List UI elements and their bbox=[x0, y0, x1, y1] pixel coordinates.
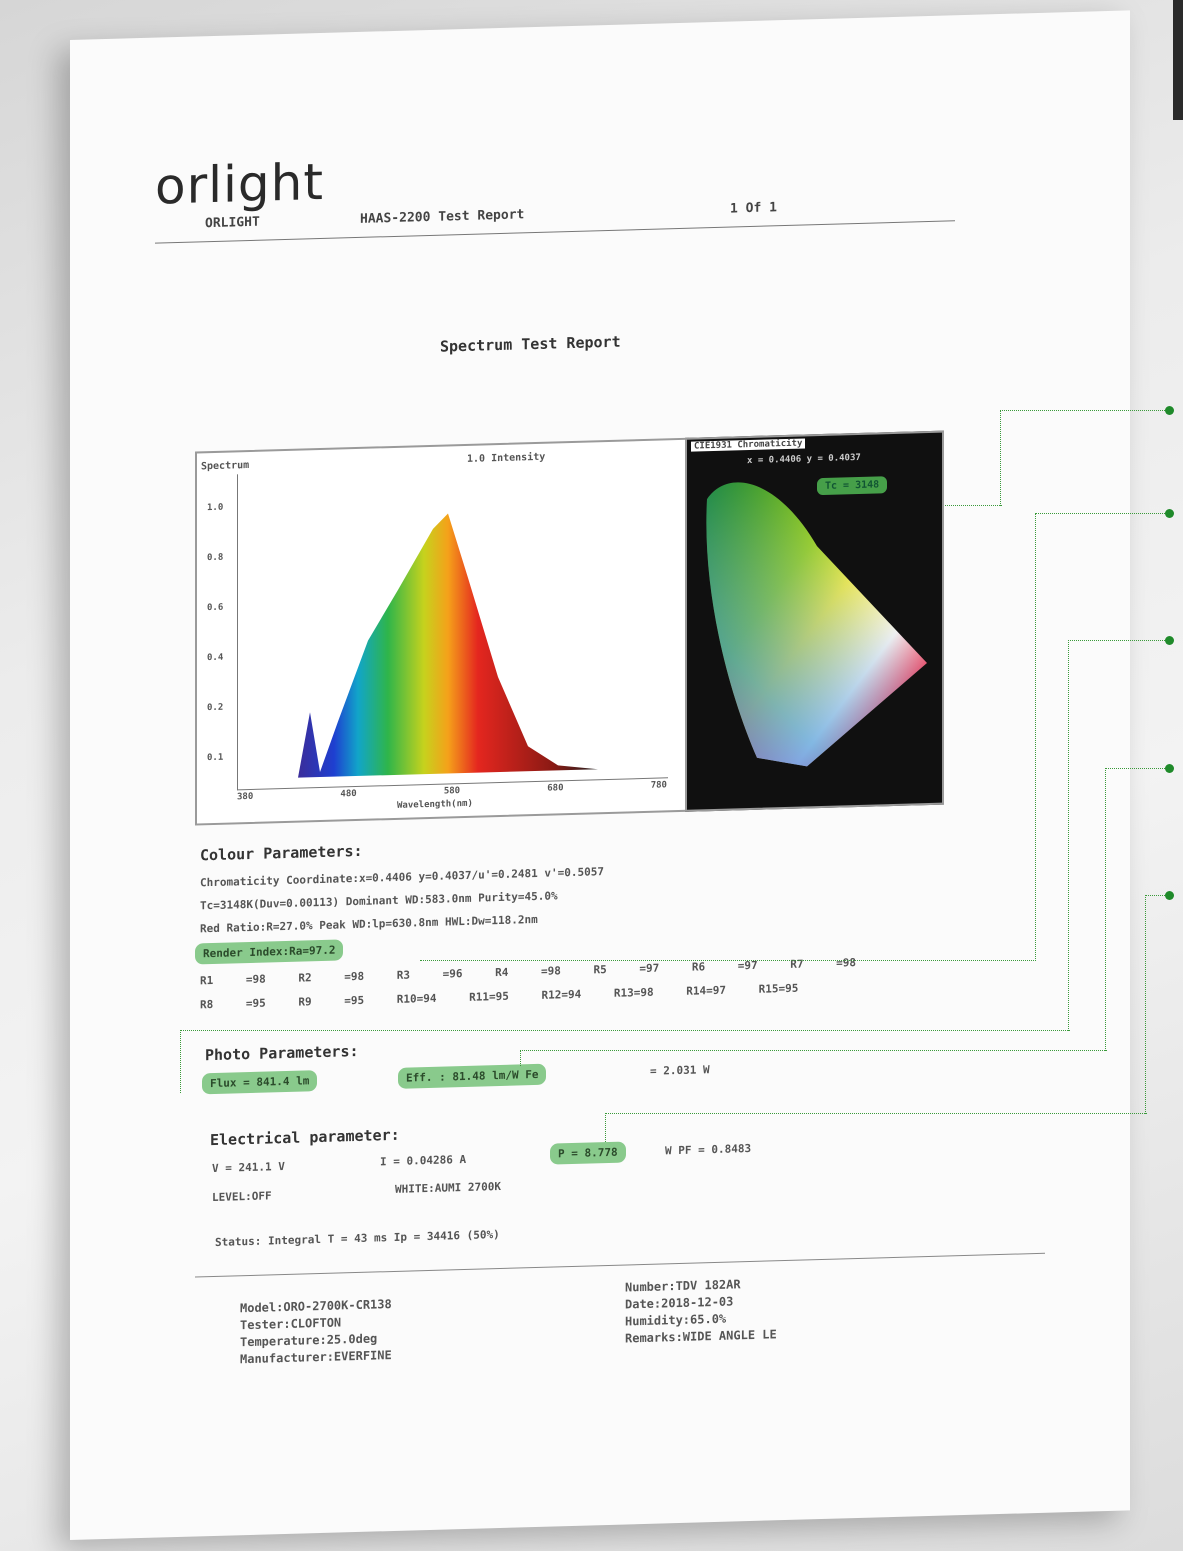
callout-connector-5b bbox=[605, 1113, 1147, 1142]
white-mode: WHITE:AUMI 2700K bbox=[395, 1179, 501, 1196]
colour-line-1: Chromaticity Coordinate:x=0.4406 y=0.403… bbox=[200, 865, 604, 890]
ri-value: R11=95 bbox=[469, 989, 509, 1004]
xtick: 380 bbox=[237, 791, 254, 803]
device-edge bbox=[1173, 0, 1183, 120]
ri-value: R8 =95 bbox=[200, 996, 266, 1012]
callout-connector-2 bbox=[1035, 513, 1171, 961]
xtick: 780 bbox=[650, 780, 667, 791]
colour-line-3: Red Ratio:R=27.0% Peak WD:lp=630.8nm HWL… bbox=[200, 912, 538, 936]
callout-connector-1b bbox=[945, 505, 1002, 506]
ri-value: R14=97 bbox=[686, 983, 726, 998]
spectrum-curve bbox=[298, 513, 598, 778]
ri-value: R1 =98 bbox=[200, 972, 266, 988]
callout-connector-4 bbox=[1105, 768, 1171, 1051]
footer-divider bbox=[195, 1252, 1045, 1278]
callout-dot-4 bbox=[1165, 764, 1174, 773]
power-factor: W PF = 0.8483 bbox=[665, 1141, 752, 1158]
report-paper: orlight ORLIGHT HAAS-2200 Test Report 1 … bbox=[70, 10, 1130, 1541]
callout-connector-3b bbox=[180, 1030, 1070, 1093]
current: I = 0.04286 A bbox=[380, 1152, 467, 1169]
colour-heading: Colour Parameters: bbox=[200, 841, 363, 865]
footer-right: Number:TDV 182AR Date:2018-12-03 Humidit… bbox=[625, 1275, 777, 1347]
cie-gamut bbox=[706, 482, 927, 767]
cie-tc-tag: Tc = 3148 bbox=[817, 476, 888, 496]
ytick: 0.2 bbox=[207, 702, 224, 714]
xtick: 680 bbox=[547, 783, 564, 794]
ytick: 1.0 bbox=[207, 502, 224, 514]
ri-value: R13=98 bbox=[613, 985, 654, 1000]
ri-value: R3 =96 bbox=[396, 967, 463, 982]
callout-connector-4b bbox=[520, 1050, 1107, 1066]
header-report-name: HAAS-2200 Test Report bbox=[360, 207, 525, 227]
xtick: 480 bbox=[340, 788, 357, 800]
footer-left: Model:ORO-2700K-CR138 Tester:CLOFTON Tem… bbox=[240, 1296, 392, 1368]
xtick: 580 bbox=[443, 786, 461, 797]
callout-connector-1 bbox=[1000, 410, 1171, 506]
header-company: ORLIGHT bbox=[205, 214, 260, 232]
ri-value: R5 =97 bbox=[593, 961, 660, 977]
spectrum-chart: Spectrum 1.0 Intensity bbox=[195, 437, 689, 826]
spectrum-ylabel: Spectrum bbox=[201, 459, 250, 473]
ri-value: R10=94 bbox=[396, 991, 437, 1006]
ri-value: R9 =95 bbox=[298, 993, 365, 1009]
callout-dot-5 bbox=[1165, 891, 1174, 900]
callout-dot-1 bbox=[1165, 406, 1174, 415]
power-highlight: P = 8.778 bbox=[550, 1141, 626, 1165]
header-divider bbox=[155, 220, 955, 244]
ri-value: R7 =98 bbox=[790, 956, 856, 971]
colour-line-2: Tc=3148K(Duv=0.00113) Dominant WD:583.0n… bbox=[200, 889, 558, 913]
render-index-highlight: Render Index:Ra=97.2 bbox=[195, 939, 344, 965]
status-line: Status: Integral T = 43 ms Ip = 34416 (5… bbox=[215, 1227, 500, 1249]
spectrum-xlabel: Wavelength(nm) bbox=[397, 798, 473, 811]
callout-connector-2b bbox=[420, 960, 1036, 961]
spectrum-yticks: 1.0 0.8 0.6 0.4 0.2 0.1 bbox=[207, 483, 223, 783]
callout-dot-3 bbox=[1165, 636, 1174, 645]
ytick: 0.6 bbox=[207, 602, 224, 614]
footer-manufacturer: Manufacturer:EVERFINE bbox=[240, 1348, 392, 1367]
spectrum-plot-area bbox=[237, 462, 668, 791]
cie-chart: CIE1931 Chromaticity x = 0.4406 y = 0.40… bbox=[685, 430, 944, 812]
ytick: 0.4 bbox=[207, 652, 224, 664]
ri-value: R2 =98 bbox=[298, 969, 365, 985]
callout-connector-5 bbox=[1145, 895, 1171, 1114]
electrical-heading: Electrical parameter: bbox=[210, 1125, 400, 1150]
brand-logo: orlight bbox=[155, 152, 324, 216]
ri-value: R4 =98 bbox=[495, 964, 561, 980]
ri-value: R12=94 bbox=[541, 987, 582, 1002]
callout-dot-2 bbox=[1165, 509, 1174, 518]
callout-connector-3 bbox=[1068, 640, 1171, 1031]
ri-value: R15=95 bbox=[758, 981, 799, 996]
ri-value: R6 =97 bbox=[691, 958, 758, 974]
level: LEVEL:OFF bbox=[212, 1189, 272, 1205]
ytick: 0.1 bbox=[207, 752, 224, 764]
report-title: Spectrum Test Report bbox=[440, 332, 621, 356]
ytick: 0.8 bbox=[207, 552, 224, 564]
spectrum-title: 1.0 Intensity bbox=[467, 451, 546, 465]
voltage: V = 241.1 V bbox=[212, 1159, 285, 1176]
render-index-row-2: R8 =95 R9 =95 R10=94 R11=95 R12=94 R13=9… bbox=[200, 982, 798, 1012]
footer-remarks: Remarks:WIDE ANGLE LE bbox=[625, 1327, 777, 1346]
header-page: 1 Of 1 bbox=[730, 200, 777, 217]
